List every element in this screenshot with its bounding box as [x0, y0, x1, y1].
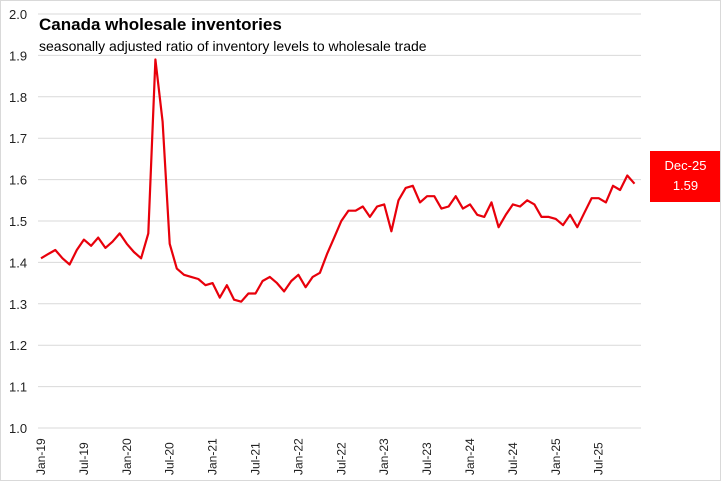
x-tick-label: Jul-19	[77, 442, 91, 475]
x-tick-label: Jan-20	[120, 438, 134, 475]
x-tick-label: Jan-24	[463, 438, 477, 475]
chart-title: Canada wholesale inventories	[39, 15, 282, 34]
y-tick-label: 1.4	[9, 255, 27, 270]
y-tick-label: 1.6	[9, 173, 27, 188]
x-tick-label: Jan-19	[34, 438, 48, 475]
y-axis: 1.0 1.1 1.2 1.3 1.4 1.5 1.6 1.7 1.8 1.9 2.0	[9, 7, 27, 436]
x-tick-label: Jul-21	[249, 442, 263, 475]
x-tick-label: Jul-25	[592, 442, 606, 475]
y-tick-label: 1.9	[9, 48, 27, 63]
latest-value-callout: Dec-25 1.59	[650, 151, 720, 202]
callout-date: Dec-25	[664, 158, 707, 173]
chart-subtitle: seasonally adjusted ratio of inventory l…	[39, 38, 427, 54]
y-tick-label: 1.0	[9, 421, 27, 436]
y-tick-label: 1.3	[9, 297, 27, 312]
callout-value: 1.59	[672, 178, 699, 193]
y-tick-label: 1.5	[9, 214, 27, 229]
x-tick-label: Jul-23	[420, 442, 434, 475]
gridlines	[38, 13, 641, 429]
x-tick-label: Jan-21	[206, 438, 220, 475]
y-tick-label: 1.7	[9, 131, 27, 146]
y-tick-label: 1.8	[9, 90, 27, 105]
y-tick-label: 2.0	[9, 7, 27, 22]
series	[40, 58, 636, 303]
x-axis: Jan-19 Jul-19 Jan-20 Jul-20 Jan-21 Jul-21 Jan-…	[34, 438, 606, 475]
x-tick-label: Jul-24	[506, 442, 520, 475]
x-tick-label: Jul-22	[334, 442, 348, 475]
x-tick-label: Jan-23	[377, 438, 391, 475]
x-tick-label: Jan-25	[549, 438, 563, 475]
x-tick-label: Jul-20	[163, 442, 177, 475]
y-tick-label: 1.1	[9, 380, 27, 395]
y-tick-label: 1.2	[9, 338, 27, 353]
series-line	[40, 58, 636, 303]
x-tick-label: Jan-22	[291, 438, 305, 475]
